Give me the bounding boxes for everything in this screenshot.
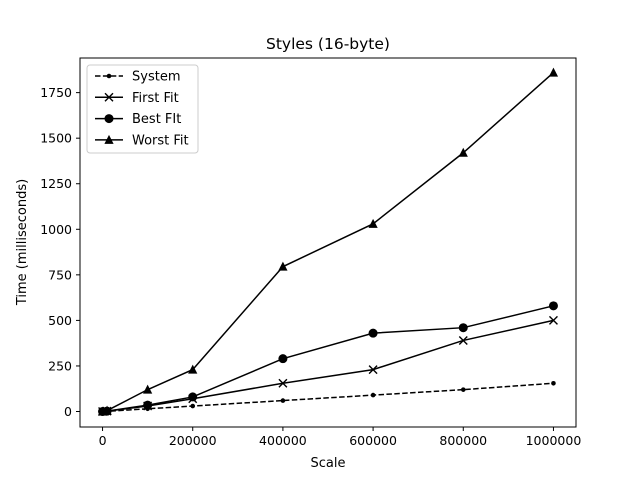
legend-label: Best FIt xyxy=(132,112,181,127)
series-system xyxy=(100,380,556,414)
y-tick-label: 1000 xyxy=(40,222,72,237)
legend: System First Fit Best FIt Worst Fit xyxy=(86,64,199,154)
data-point xyxy=(458,335,468,345)
series-line-system xyxy=(102,382,554,413)
y-tick-label: 250 xyxy=(48,358,72,373)
data-point xyxy=(368,328,378,338)
series-line-worst-fit xyxy=(102,72,554,413)
chart-title: Styles (16-byte) xyxy=(266,35,390,53)
series-worst-fit xyxy=(97,67,559,416)
y-tick-label: 1750 xyxy=(40,85,72,100)
axes-frame xyxy=(79,57,577,428)
data-point xyxy=(280,398,286,403)
y-axis-label: Time (milliseconds) xyxy=(15,179,30,306)
y-tick-label: 750 xyxy=(48,267,72,282)
legend-item: First Fit xyxy=(95,91,179,106)
data-point xyxy=(102,405,112,415)
series-line-best-fit xyxy=(102,305,554,413)
series-best-fit xyxy=(98,301,558,417)
data-point xyxy=(188,392,198,402)
data-point xyxy=(370,392,376,398)
data-point xyxy=(278,354,288,364)
legend-marker xyxy=(104,114,114,124)
x-tick-label: 800000 xyxy=(439,433,487,448)
legend-marker xyxy=(106,73,112,79)
x-tick-label: 400000 xyxy=(259,433,307,448)
legend-label: System xyxy=(132,70,180,85)
y-tick-label: 1250 xyxy=(40,176,72,191)
legend-label: First Fit xyxy=(132,91,179,106)
data-point xyxy=(143,384,153,394)
data-point xyxy=(548,67,559,77)
y-tick-label: 0 xyxy=(64,404,72,419)
legend-item: Worst Fit xyxy=(95,133,189,148)
data-point xyxy=(460,387,466,392)
legend-label: Worst Fit xyxy=(132,133,189,148)
data-point xyxy=(548,315,558,325)
legend-item: System xyxy=(95,70,180,85)
data-point xyxy=(278,261,288,271)
series-first-fit xyxy=(98,315,558,417)
legend-item: Best FIt xyxy=(95,112,181,127)
data-point xyxy=(458,147,468,157)
y-tick-label: 1500 xyxy=(40,131,72,146)
x-tick-label: 0 xyxy=(99,433,107,448)
plot-area xyxy=(97,67,559,417)
data-point xyxy=(551,380,556,386)
data-point xyxy=(188,364,198,374)
y-tick-label: 500 xyxy=(48,313,72,328)
x-tick-label: 1000000 xyxy=(526,433,582,448)
data-point xyxy=(458,323,468,333)
data-point xyxy=(548,301,558,311)
x-axis: 0 200000 400000 600000 800000 1000000 xyxy=(99,427,582,448)
x-axis-label: Scale xyxy=(311,456,346,471)
legend-marker xyxy=(104,134,114,144)
data-point xyxy=(368,218,378,228)
legend-box xyxy=(86,64,199,154)
x-tick-label: 200000 xyxy=(169,433,217,448)
data-point xyxy=(368,365,378,375)
legend-marker xyxy=(104,92,114,102)
y-axis: 0 250 500 750 1000 1250 1500 1750 xyxy=(40,85,80,419)
x-tick-label: 600000 xyxy=(349,433,397,448)
data-point xyxy=(143,400,153,410)
data-point xyxy=(278,378,288,388)
data-point xyxy=(190,403,196,409)
